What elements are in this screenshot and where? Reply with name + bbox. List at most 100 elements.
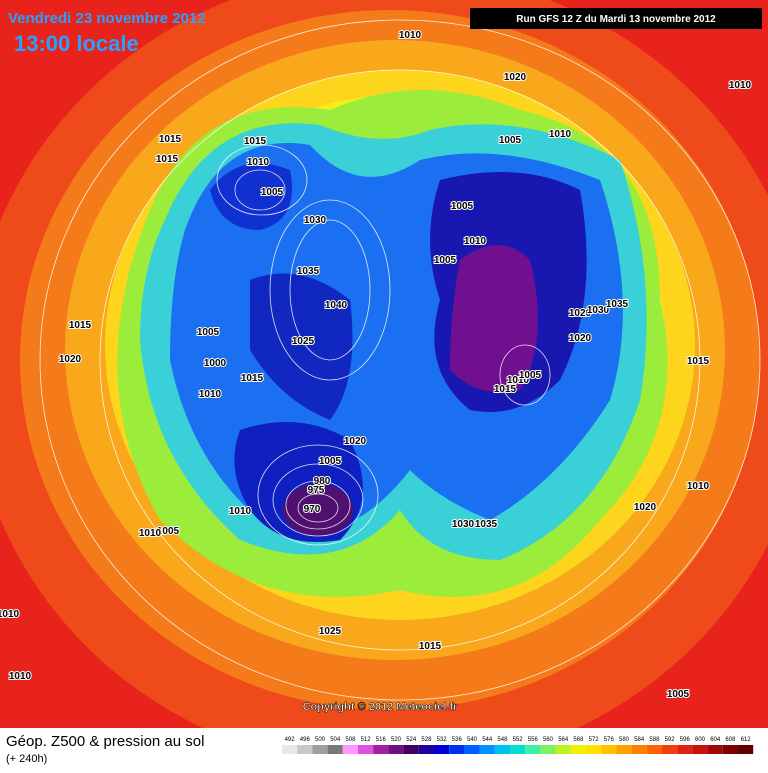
colorbar-label: 540 <box>467 737 478 743</box>
pressure-label: 1030 <box>452 519 475 530</box>
colorbar-label: 552 <box>513 737 524 743</box>
pressure-label: 1020 <box>344 436 367 447</box>
colorbar-label: 604 <box>710 737 721 743</box>
colorbar-label: 584 <box>634 737 645 743</box>
run-info: Run GFS 12 Z du Mardi 13 novembre 2012 <box>516 14 716 25</box>
colorbar-label: 500 <box>315 737 326 743</box>
pressure-label: 1010 <box>247 157 270 168</box>
footer-title: Géop. Z500 & pression au sol <box>6 733 204 750</box>
pressure-label: 1005 <box>667 689 690 700</box>
pressure-label: 1005 <box>434 255 457 266</box>
pressure-label: 970 <box>304 504 321 515</box>
colorbar-label: 608 <box>725 737 736 743</box>
colorbar-swatch <box>312 745 328 754</box>
date: Vendredi 23 novembre 2012 <box>8 10 206 27</box>
colorbar-swatch <box>707 745 723 754</box>
pressure-label: 1010 <box>729 80 752 91</box>
colorbar-label: 528 <box>421 737 432 743</box>
colorbar-swatch <box>358 745 374 754</box>
colorbar-label: 492 <box>285 737 296 743</box>
colorbar-swatch <box>388 745 404 754</box>
pressure-label: 1015 <box>156 154 179 165</box>
colorbar-swatch <box>479 745 495 754</box>
pressure-label: 1020 <box>634 502 657 513</box>
colorbar-swatch <box>510 745 526 754</box>
colorbar-swatch <box>586 745 602 754</box>
pressure-label: 1010 <box>199 389 222 400</box>
colorbar-label: 592 <box>665 737 676 743</box>
pressure-label: 1035 <box>475 519 498 530</box>
pressure-label: 1035 <box>297 266 320 277</box>
pressure-label: 1005 <box>197 327 220 338</box>
pressure-label: 1010 <box>687 481 710 492</box>
pressure-label: 1010 <box>507 375 530 386</box>
colorbar-label: 508 <box>345 737 356 743</box>
pressure-label: 1035 <box>606 299 629 310</box>
colorbar-label: 572 <box>589 737 600 743</box>
colorbar-swatch <box>677 745 693 754</box>
colorbar-swatch <box>342 745 358 754</box>
colorbar: 492 496 500 504 508 512 516 520 524 528 532 536 540 5… <box>282 737 754 754</box>
pressure-label: 1015 <box>687 356 710 367</box>
pressure-label: 1030 <box>587 305 610 316</box>
colorbar-swatch <box>631 745 647 754</box>
colorbar-swatch <box>662 745 678 754</box>
colorbar-swatch <box>282 745 298 754</box>
colorbar-label: 576 <box>604 737 615 743</box>
pressure-label: 1010 <box>549 129 572 140</box>
colorbar-swatch <box>418 745 434 754</box>
colorbar-swatch <box>738 745 754 754</box>
colorbar-label: 588 <box>649 737 660 743</box>
colorbar-label: 496 <box>300 737 311 743</box>
pressure-label: 1005 <box>319 456 342 467</box>
colorbar-swatch <box>403 745 419 754</box>
colorbar-label: 596 <box>680 737 691 743</box>
pressure-label: 975 <box>308 485 325 496</box>
colorbar-swatch <box>601 745 617 754</box>
pressure-label: 1015 <box>241 373 264 384</box>
pressure-label: 1015 <box>159 134 182 145</box>
colorbar-swatch <box>555 745 571 754</box>
time: 13:00 locale <box>14 31 139 56</box>
colorbar-swatch <box>616 745 632 754</box>
pressure-label: 1015 <box>69 320 92 331</box>
colorbar-swatch <box>494 745 510 754</box>
colorbar-label: 612 <box>741 737 752 743</box>
pressure-label: 1005 <box>499 135 522 146</box>
colorbar-label: 512 <box>361 737 372 743</box>
colorbar-swatch <box>570 745 586 754</box>
pressure-label: 1025 <box>292 336 315 347</box>
pressure-label: 1020 <box>504 72 527 83</box>
pressure-label: 1020 <box>59 354 82 365</box>
colorbar-label: 516 <box>376 737 387 743</box>
pressure-label: 1010 <box>399 30 422 41</box>
colorbar-swatch <box>449 745 465 754</box>
colorbar-label: 548 <box>497 737 508 743</box>
colorbar-label: 532 <box>437 737 448 743</box>
colorbar-swatch <box>327 745 343 754</box>
pressure-label: 1005 <box>451 201 474 212</box>
colorbar-label: 564 <box>558 737 569 743</box>
pressure-label: 1030 <box>304 215 327 226</box>
pressure-label: 1040 <box>325 300 348 311</box>
colorbar-label: 600 <box>695 737 706 743</box>
pressure-label: 1000 <box>204 358 227 369</box>
pressure-label: 1015 <box>494 384 517 395</box>
pressure-label: 1015 <box>419 641 442 652</box>
colorbar-swatch <box>525 745 541 754</box>
colorbar-swatch <box>373 745 389 754</box>
run-box <box>470 8 762 29</box>
isobars <box>39 19 761 701</box>
copyright: Copyright © 2012 Meteociel.fr <box>303 701 459 713</box>
colorbar-swatch <box>692 745 708 754</box>
pressure-label: 1020 <box>569 308 592 319</box>
pressure-label: 980 <box>314 476 331 487</box>
colorbar-swatch <box>297 745 313 754</box>
pressure-label: 1025 <box>319 626 342 637</box>
colorbar-swatch <box>540 745 556 754</box>
colorbar-label: 520 <box>391 737 402 743</box>
colorbar-label: 536 <box>452 737 463 743</box>
